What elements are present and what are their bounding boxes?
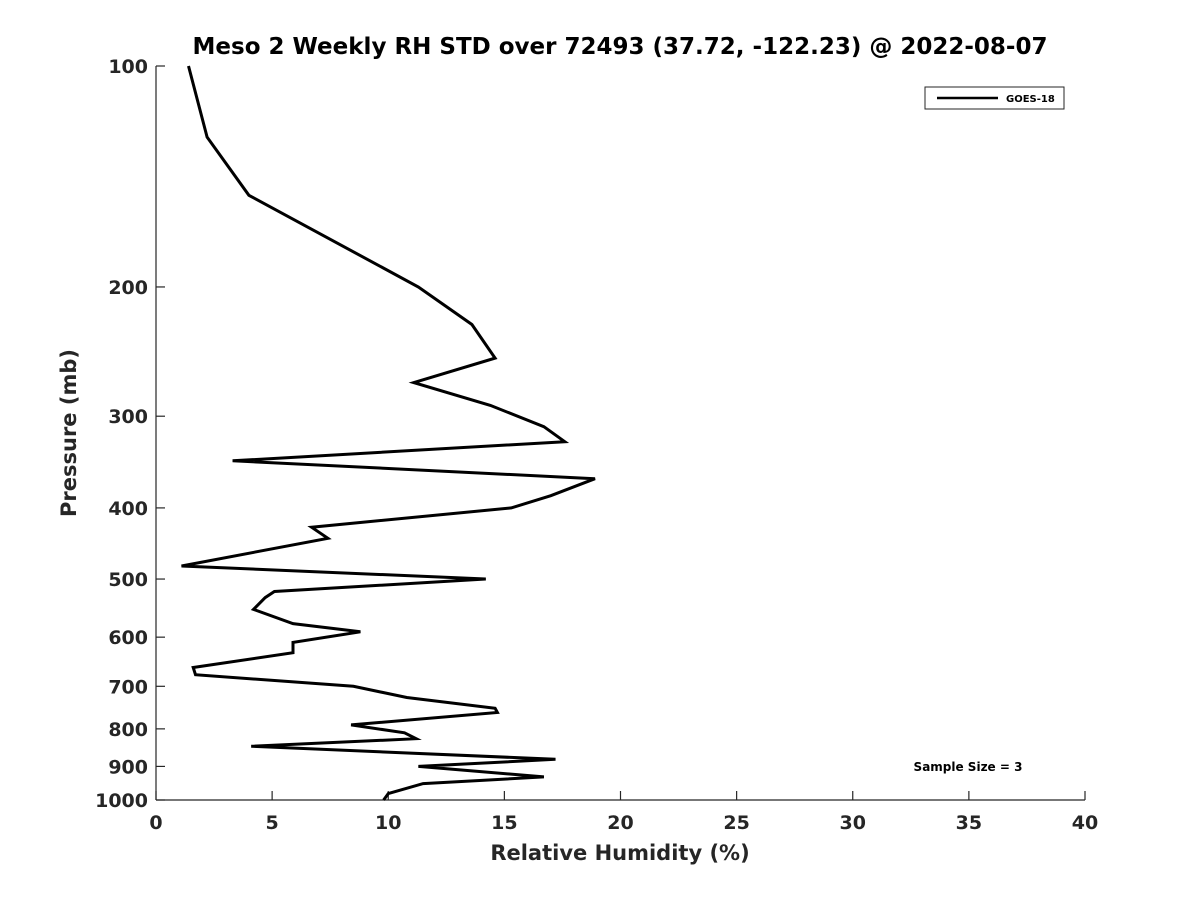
y-tick-label: 700 <box>108 676 148 698</box>
x-tick-label: 25 <box>723 812 749 834</box>
x-tick-label: 35 <box>956 812 982 834</box>
y-tick-label: 800 <box>108 719 148 741</box>
y-tick-label: 600 <box>108 627 148 649</box>
chart-title: Meso 2 Weekly RH STD over 72493 (37.72, … <box>193 34 1048 60</box>
legend-label-goes-18: GOES-18 <box>1006 94 1055 105</box>
legend: GOES-18 <box>924 86 1065 110</box>
x-tick-label: 30 <box>840 812 866 834</box>
y-tick-label: 1000 <box>95 790 148 812</box>
y-tick-label: 400 <box>108 498 148 520</box>
y-tick-label: 200 <box>108 277 148 299</box>
y-axis-label: Pressure (mb) <box>57 349 81 517</box>
x-tick-label: 15 <box>491 812 517 834</box>
x-tick-label: 20 <box>607 812 633 834</box>
series-line-goes-18 <box>181 65 596 801</box>
y-tick-label: 100 <box>108 56 148 78</box>
y-ticks: 100 200 300 400 500 600 700 800 900 1000 <box>95 56 165 812</box>
plot-axes: 0 5 10 15 20 25 30 35 40 100 200 300 400 500 600 700 80… <box>95 56 1098 834</box>
x-tick-label: 5 <box>266 812 279 834</box>
y-tick-label: 500 <box>108 569 148 591</box>
series-layer <box>181 65 596 801</box>
x-tick-label: 40 <box>1072 812 1098 834</box>
y-tick-label: 300 <box>108 406 148 428</box>
y-tick-label: 900 <box>108 756 148 778</box>
sample-size-annotation: Sample Size = 3 <box>914 760 1023 774</box>
x-tick-label: 10 <box>375 812 401 834</box>
x-ticks: 0 5 10 15 20 25 30 35 40 <box>149 791 1098 834</box>
x-tick-label: 0 <box>149 812 162 834</box>
x-axis-label: Relative Humidity (%) <box>490 841 749 865</box>
